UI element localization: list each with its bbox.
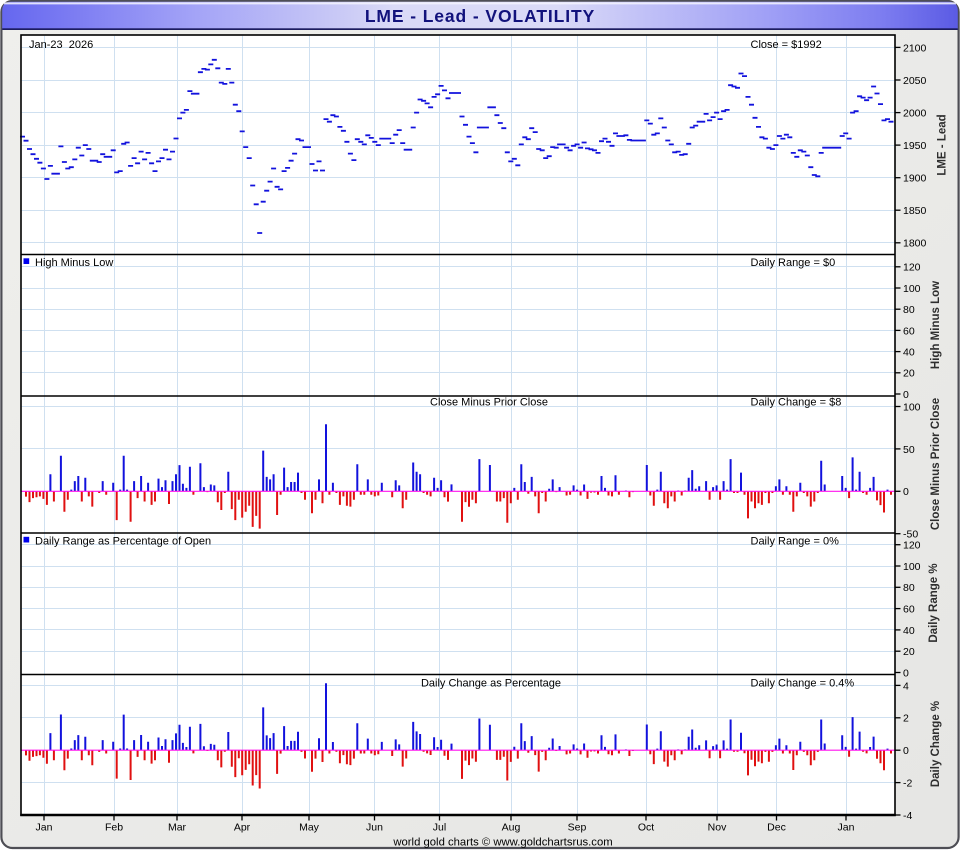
- svg-text:2: 2: [903, 713, 909, 725]
- svg-text:100: 100: [903, 561, 921, 573]
- svg-text:2050: 2050: [903, 75, 927, 87]
- svg-text:120: 120: [903, 262, 921, 274]
- svg-text:0: 0: [903, 745, 909, 757]
- svg-text:4: 4: [903, 680, 909, 692]
- svg-text:0: 0: [903, 389, 909, 401]
- svg-text:1900: 1900: [903, 173, 927, 185]
- svg-text:High Minus Low: High Minus Low: [35, 257, 113, 269]
- svg-text:60: 60: [903, 325, 915, 337]
- svg-text:Close Minus Prior Close: Close Minus Prior Close: [430, 397, 548, 409]
- svg-text:120: 120: [903, 540, 921, 552]
- svg-text:20: 20: [903, 368, 915, 380]
- svg-text:LME - Lead - VOLATILITY: LME - Lead - VOLATILITY: [365, 6, 595, 26]
- svg-text:50: 50: [903, 444, 915, 456]
- svg-text:2000: 2000: [903, 108, 927, 120]
- svg-text:1800: 1800: [903, 238, 927, 250]
- svg-text:May: May: [299, 822, 320, 834]
- svg-text:1850: 1850: [903, 205, 927, 217]
- svg-text:-4: -4: [903, 810, 912, 822]
- svg-text:Feb: Feb: [105, 822, 123, 834]
- svg-text:Jul: Jul: [433, 822, 446, 834]
- svg-text:Apr: Apr: [234, 822, 251, 834]
- svg-text:Daily Range %: Daily Range %: [928, 563, 940, 642]
- svg-text:40: 40: [903, 625, 915, 637]
- svg-text:Dec: Dec: [767, 822, 786, 834]
- svg-text:60: 60: [903, 604, 915, 616]
- svg-text:20: 20: [903, 646, 915, 658]
- svg-text:Jan: Jan: [36, 822, 53, 834]
- svg-text:80: 80: [903, 582, 915, 594]
- svg-text:0: 0: [903, 486, 909, 498]
- svg-text:Close Minus Prior Close: Close Minus Prior Close: [930, 398, 942, 530]
- svg-text:-2: -2: [903, 778, 912, 790]
- svg-text:Daily Range = $0: Daily Range = $0: [751, 257, 836, 269]
- svg-text:Daily Change %: Daily Change %: [930, 701, 942, 787]
- svg-text:40: 40: [903, 347, 915, 359]
- svg-text:80: 80: [903, 304, 915, 316]
- svg-text:Daily Range as Percentage of O: Daily Range as Percentage of Open: [35, 536, 211, 548]
- svg-text:Mar: Mar: [168, 822, 187, 834]
- svg-text:High Minus Low: High Minus Low: [930, 281, 942, 369]
- svg-text:1950: 1950: [903, 140, 927, 152]
- svg-text:0: 0: [903, 667, 909, 679]
- svg-text:Daily Change as Percentage: Daily Change as Percentage: [421, 678, 561, 690]
- svg-text:LME - Lead: LME - Lead: [937, 114, 949, 175]
- svg-text:Daily Change = 0.4%: Daily Change = 0.4%: [751, 678, 855, 690]
- svg-text:2100: 2100: [903, 42, 927, 54]
- svg-text:-50: -50: [903, 529, 918, 541]
- svg-text:Jan-23 2026: Jan-23 2026: [29, 39, 93, 51]
- svg-text:Oct: Oct: [638, 822, 654, 834]
- svg-text:world gold charts © www.goldch: world gold charts © www.goldchartsrus.co…: [392, 837, 612, 849]
- svg-text:Close = $1992: Close = $1992: [751, 39, 822, 51]
- svg-text:100: 100: [903, 283, 921, 295]
- svg-text:100: 100: [903, 401, 921, 413]
- svg-text:Jan: Jan: [838, 822, 855, 834]
- svg-text:Nov: Nov: [708, 822, 727, 834]
- svg-text:Sep: Sep: [568, 822, 587, 834]
- svg-text:Daily Range = 0%: Daily Range = 0%: [751, 536, 840, 548]
- svg-text:Aug: Aug: [502, 822, 521, 834]
- svg-text:Jun: Jun: [366, 822, 383, 834]
- svg-text:Daily Change = $8: Daily Change = $8: [751, 397, 842, 409]
